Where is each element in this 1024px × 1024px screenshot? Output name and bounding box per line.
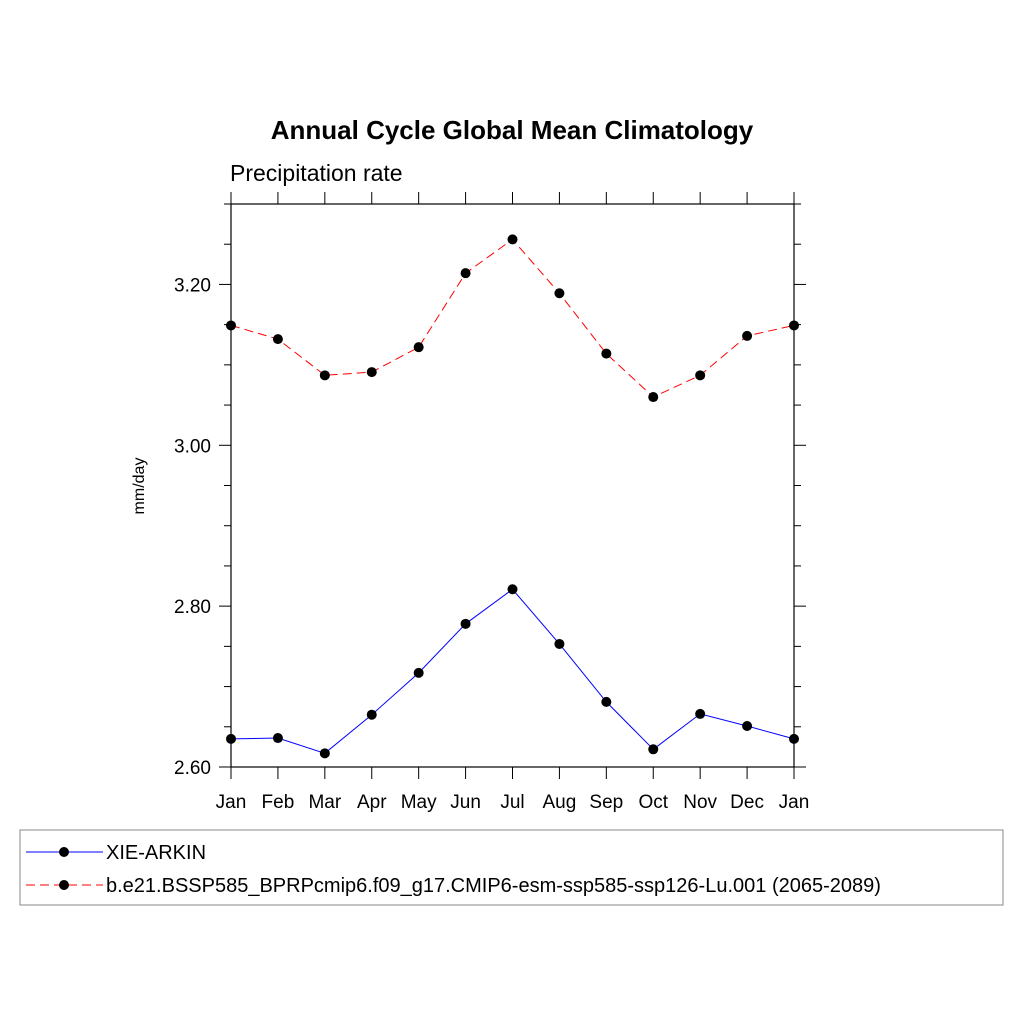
legend-label-1: b.e21.BSSP585_BPRPcmip6.f09_g17.CMIP6-es… (106, 875, 881, 897)
chart-subtitle: Precipitation rate (230, 160, 403, 186)
x-tick-label: Mar (308, 792, 341, 813)
series-0-point (226, 733, 236, 744)
x-tick-label: May (401, 792, 437, 813)
x-tick-label: Aug (543, 792, 577, 813)
x-tick-label: Jun (450, 792, 481, 813)
series-0-point (695, 708, 706, 719)
y-axis-label: mm/day (131, 458, 148, 515)
y-tick-label: 2.80 (174, 597, 211, 618)
series-1-point (554, 288, 565, 299)
legend-marker-0 (59, 847, 69, 857)
legend-label-0: XIE-ARKIN (106, 842, 206, 864)
series-1-point (460, 268, 471, 279)
series-0-point (789, 733, 799, 744)
series-1-point (601, 348, 612, 359)
legend: XIE-ARKIN b.e21.BSSP585_BPRPcmip6.f09_g17… (19, 829, 1004, 906)
x-tick-label: Feb (262, 792, 295, 813)
y-tick-label: 3.20 (174, 275, 211, 296)
series-1-point (272, 334, 283, 345)
plot-area: Jan Feb Mar Apr May Jun Jul Aug Sep Oct Nov Dec Jan2… (174, 192, 809, 813)
series-0-point (507, 584, 518, 595)
x-tick-label: Nov (683, 792, 717, 813)
series-1-point (695, 370, 706, 381)
legend-marker-1 (59, 880, 69, 890)
y-tick-label: 2.60 (174, 758, 211, 779)
x-tick-label: Jan (216, 792, 247, 813)
x-tick-label: Oct (638, 792, 668, 813)
series-1-point (319, 370, 330, 381)
series-1-point (507, 234, 518, 245)
series-1-point (413, 342, 424, 353)
series-1-point (366, 367, 377, 378)
series-0-point (742, 720, 753, 731)
series-0-point (319, 748, 330, 759)
legend-box (19, 829, 1004, 906)
series-line-1 (230, 238, 795, 398)
x-tick-label: Jan (779, 792, 810, 813)
series-0-point (648, 744, 659, 755)
x-tick-label: Sep (589, 792, 623, 813)
series-1-point (742, 330, 753, 341)
plot-frame (230, 203, 795, 768)
x-tick-label: Dec (730, 792, 764, 813)
series-0-point (366, 709, 377, 720)
series-1-point (226, 320, 236, 331)
series-0-point (272, 733, 283, 744)
series-0-point (601, 696, 612, 707)
series-0-point (460, 618, 471, 629)
chart-title: Annual Cycle Global Mean Climatology (271, 115, 754, 145)
series-1-point (789, 320, 799, 331)
x-tick-label: Jul (500, 792, 524, 813)
series-0-point (413, 667, 424, 678)
series-0-point (554, 638, 565, 649)
y-tick-label: 3.00 (174, 436, 211, 457)
x-tick-label: Apr (357, 792, 387, 813)
series-line-0 (230, 588, 795, 754)
series-1-point (648, 392, 659, 403)
